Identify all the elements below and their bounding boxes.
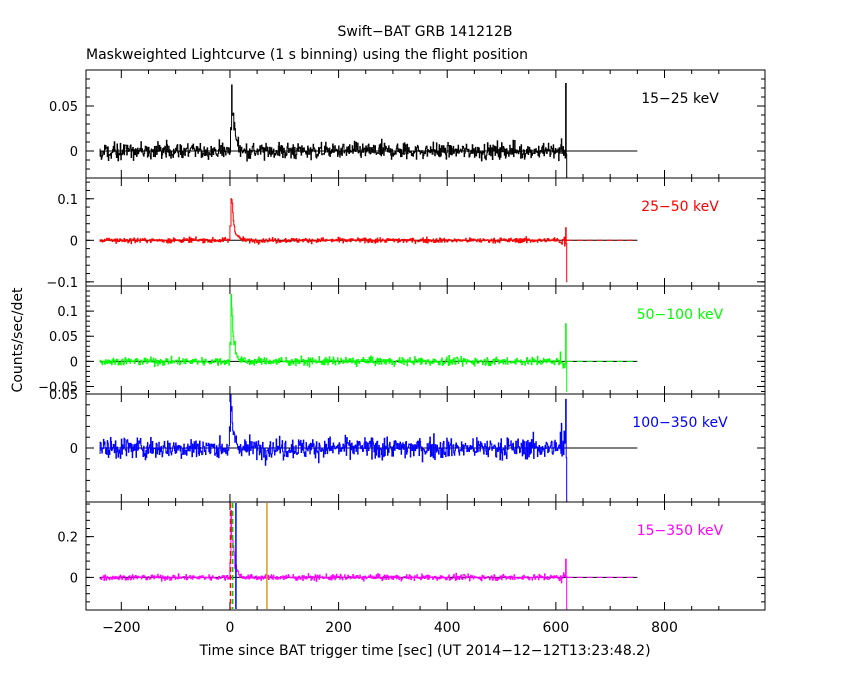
y-tick-label: 0.05	[49, 330, 78, 345]
x-tick-label: 400	[434, 620, 461, 636]
y-tick-label: −0.05	[38, 380, 78, 395]
x-tick-label: 800	[651, 620, 678, 636]
y-tick-label: 0	[70, 355, 78, 370]
band-label: 100−350 keV	[632, 415, 728, 431]
series-line	[99, 293, 568, 392]
band-label: 50−100 keV	[637, 307, 724, 323]
chart-subtitle: Maskweighted Lightcurve (1 s binning) us…	[86, 47, 528, 63]
panel-3: −0.05 0 0.05 0.1 50−100 keV	[38, 285, 766, 395]
x-axis-label: Time since BAT trigger time [sec] (UT 20…	[198, 643, 650, 659]
y-tick-label: 0	[70, 234, 78, 249]
panel-2: −0.1 0 0.1 25−50 keV	[46, 177, 766, 291]
panel-4: 0 0.05 100−350 keV	[49, 388, 766, 503]
panel-frame	[85, 501, 766, 611]
band-label: 15−350 keV	[637, 523, 724, 539]
series-line	[99, 83, 568, 178]
trigger-markers	[229, 503, 268, 609]
y-tick-label: 0	[70, 571, 78, 586]
panels-layer: 0 0.05 15−25 keV −0.1 0 0.1 25−50 keV −0.05 0 0.0…	[38, 69, 766, 636]
series-line	[99, 510, 568, 610]
chart-title: Swift−BAT GRB 141212B	[338, 24, 513, 40]
panel-1: 0 0.05 15−25 keV	[49, 69, 766, 179]
x-tick-label: 200	[325, 620, 352, 636]
series-line	[99, 394, 568, 502]
y-tick-label: 0	[70, 442, 78, 457]
x-tick-label: 600	[543, 620, 570, 636]
series-line	[99, 198, 568, 283]
y-tick-label: 0.05	[49, 100, 78, 115]
band-label: 15−25 keV	[641, 91, 719, 107]
y-tick-label: 0.1	[57, 305, 78, 320]
y-tick-label: 0.2	[57, 531, 78, 546]
x-tick-label: 0	[225, 620, 234, 636]
panel-5: 0 0.2 15−350 keV	[57, 501, 766, 611]
band-label: 25−50 keV	[641, 199, 719, 215]
y-tick-label: 0.05	[49, 388, 78, 403]
x-tick-label: −200	[102, 620, 140, 636]
y-tick-label: 0.1	[57, 193, 78, 208]
y-axis-label: Counts/sec/det	[10, 287, 26, 392]
y-tick-label: −0.1	[46, 276, 78, 291]
y-tick-label: 0	[70, 145, 78, 160]
